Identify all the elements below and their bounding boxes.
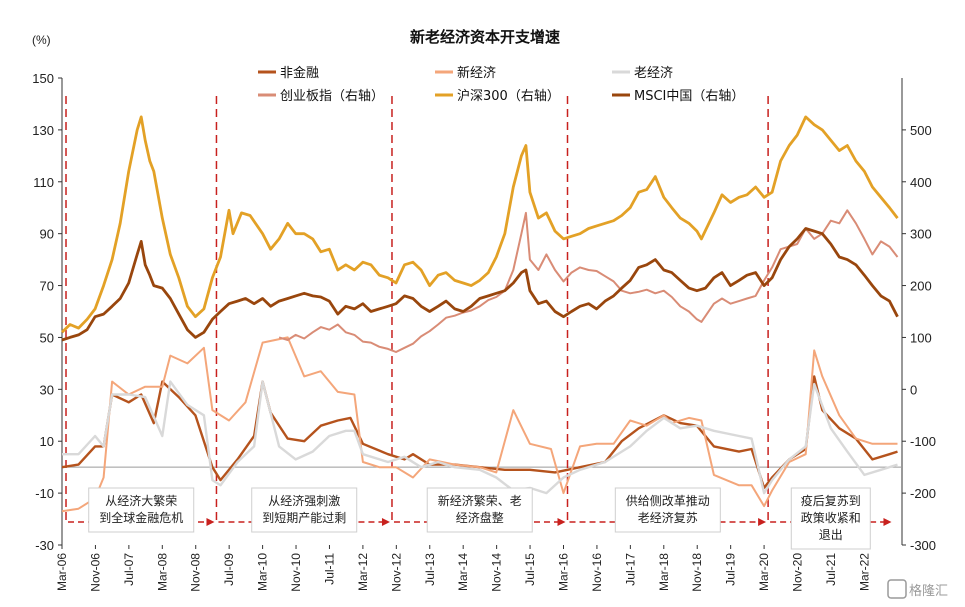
phase-label-text: 退出 xyxy=(819,528,843,542)
legend-label: 沪深300（右轴） xyxy=(457,88,560,104)
phase-label-box xyxy=(88,487,195,533)
phase-label-text: 新经济繁荣、老 xyxy=(438,493,522,508)
x-tick-label: Jul-17 xyxy=(623,553,637,586)
x-tick-label: Mar-18 xyxy=(657,553,671,591)
series-layer xyxy=(61,115,899,513)
legend-label: 非金融 xyxy=(280,65,319,81)
watermark: 格隆汇 xyxy=(887,579,948,599)
left-tick-label: 70 xyxy=(40,279,54,294)
right-tick-label: -100 xyxy=(910,434,936,449)
right-tick-label: -200 xyxy=(910,486,936,501)
phase-dividers xyxy=(65,96,769,520)
phase-label-text: 到短期产能过剩 xyxy=(262,511,346,525)
left-tick-label: 30 xyxy=(40,382,54,397)
watermark-text: 格隆汇 xyxy=(909,583,948,599)
phase-label-text: 从经济强刺激 xyxy=(268,493,340,508)
series-line-6 xyxy=(61,227,899,342)
x-tick-label: Nov-18 xyxy=(690,553,704,592)
x-tick-label: Nov-06 xyxy=(88,553,102,592)
right-tick-label: 100 xyxy=(910,330,932,345)
legend-label: 创业板指（右轴） xyxy=(280,89,384,104)
watermark-logo-icon xyxy=(887,579,907,599)
x-tick-label: Nov-20 xyxy=(791,553,805,592)
left-tick-label: 110 xyxy=(33,175,54,190)
series-line-1 xyxy=(61,375,898,490)
x-tick-label: Jul-09 xyxy=(222,553,236,586)
phase-label-text: 政策收紧和 xyxy=(801,511,861,525)
series-line-3 xyxy=(62,380,898,495)
x-tick-label: Jul-15 xyxy=(523,553,537,586)
series-line-5 xyxy=(61,115,899,334)
series-line-2 xyxy=(61,336,898,513)
left-tick-label: 10 xyxy=(40,434,54,449)
phase-label-text: 经济盘整 xyxy=(456,510,504,525)
left-tick-label: 130 xyxy=(32,123,54,138)
x-tick-label: Mar-08 xyxy=(155,553,169,591)
chart-title: 新老经济资本开支增速 xyxy=(410,28,560,46)
phase-arrow-head xyxy=(206,518,215,526)
x-tick-label: Mar-20 xyxy=(757,553,771,591)
series-line-4 xyxy=(278,209,899,353)
right-tick-label: 300 xyxy=(910,227,932,242)
x-tick-label: Mar-14 xyxy=(456,553,470,591)
phase-arrow-head xyxy=(381,518,390,526)
x-tick-label: Mar-12 xyxy=(356,553,370,591)
left-tick-label: 150 xyxy=(32,71,54,86)
axes-layer: 150 130 110 90 70 50 30 10 -10 -30 500 400 300 200 100… xyxy=(32,71,936,592)
phase-label-box xyxy=(251,487,358,533)
x-tick-label: Jul-07 xyxy=(122,553,136,586)
x-tick-label: Jul-21 xyxy=(824,553,838,586)
phase-label-text: 从经济大繁荣 xyxy=(105,493,177,508)
x-tick-label: Nov-10 xyxy=(289,553,303,592)
phase-label-text: 老经济复苏 xyxy=(638,510,698,525)
x-tick-label: Jul-13 xyxy=(423,553,437,586)
phase-label-text: 疫后复苏到 xyxy=(801,493,861,508)
legend-label: 老经济 xyxy=(634,66,673,81)
right-tick-label: 400 xyxy=(910,175,932,190)
x-tick-label: Jul-19 xyxy=(724,553,738,586)
right-tick-label: 200 xyxy=(910,279,932,294)
phase-arrow-head xyxy=(883,518,892,526)
left-tick-label: 90 xyxy=(40,227,54,242)
left-axis-unit: (%) xyxy=(32,33,51,47)
x-tick-label: Jul-11 xyxy=(322,553,336,585)
x-tick-label: Nov-14 xyxy=(490,553,504,592)
left-tick-label: -10 xyxy=(35,486,54,501)
phase-arrow-head xyxy=(758,518,767,526)
x-tick-label: Nov-08 xyxy=(189,553,203,592)
phase-label-text: 到全球金融危机 xyxy=(99,510,183,525)
legend-label: MSCI中国（右轴） xyxy=(634,89,744,104)
phase-label-box xyxy=(614,487,721,533)
x-tick-label: Mar-16 xyxy=(556,553,570,591)
phase-arrow-head xyxy=(557,518,566,526)
phase-label-box xyxy=(426,487,533,533)
x-tick-label: Mar-06 xyxy=(55,553,69,591)
phase-label-text: 供给侧改革推动 xyxy=(626,494,710,508)
x-tick-label: Nov-12 xyxy=(389,553,403,592)
right-tick-label: -300 xyxy=(910,538,936,553)
legend-label: 新经济 xyxy=(457,65,496,81)
x-tick-label: Mar-10 xyxy=(256,553,270,591)
left-tick-label: -30 xyxy=(35,538,54,553)
x-tick-label: Nov-16 xyxy=(590,553,604,592)
phase-label-box xyxy=(790,487,871,550)
right-tick-label: 500 xyxy=(910,123,932,138)
right-tick-label: 0 xyxy=(910,382,917,397)
x-tick-label: Mar-22 xyxy=(857,553,871,591)
left-tick-label: 50 xyxy=(40,330,54,345)
